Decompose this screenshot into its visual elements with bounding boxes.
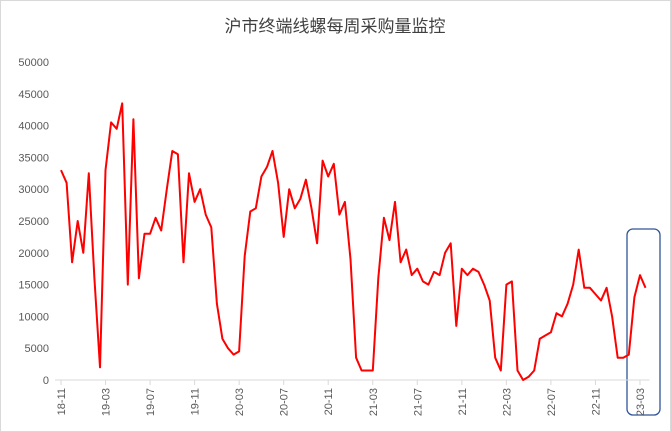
x-tick-label: 20-03: [234, 388, 246, 416]
y-tick-label: 15000: [18, 280, 49, 292]
x-tick-label: 22-07: [546, 388, 558, 416]
x-tick-label: 22-11: [590, 388, 602, 415]
x-tick-label: 21-03: [368, 388, 380, 416]
x-tick-label: 19-03: [101, 388, 113, 416]
x-tick-label: 20-11: [323, 388, 335, 415]
line-series: [60, 102, 647, 381]
y-tick-label: 40000: [18, 121, 49, 133]
x-tick-label: 20-07: [279, 388, 291, 416]
x-tick-label: 23-03: [635, 388, 647, 416]
x-tick-label: 19-11: [190, 388, 202, 415]
y-tick-label: 0: [43, 375, 49, 387]
y-tick-label: 50000: [18, 57, 49, 69]
y-tick-label: 10000: [18, 311, 49, 323]
highlight-box: [626, 228, 661, 416]
x-tick-label: 19-07: [145, 388, 157, 416]
x-tick-label: 18-11: [56, 388, 68, 415]
y-tick-label: 35000: [18, 152, 49, 164]
y-tick-label: 45000: [18, 89, 49, 101]
y-tick-label: 30000: [18, 184, 49, 196]
y-tick-label: 25000: [18, 216, 49, 228]
x-tick-label: 21-11: [457, 388, 469, 415]
x-tick-label: 21-07: [412, 388, 424, 416]
x-tick-label: 22-03: [501, 388, 513, 416]
chart-title: 沪市终端线螺每周采购量监控: [225, 17, 446, 36]
y-tick-label: 20000: [18, 248, 49, 260]
y-tick-label: 5000: [25, 343, 49, 355]
